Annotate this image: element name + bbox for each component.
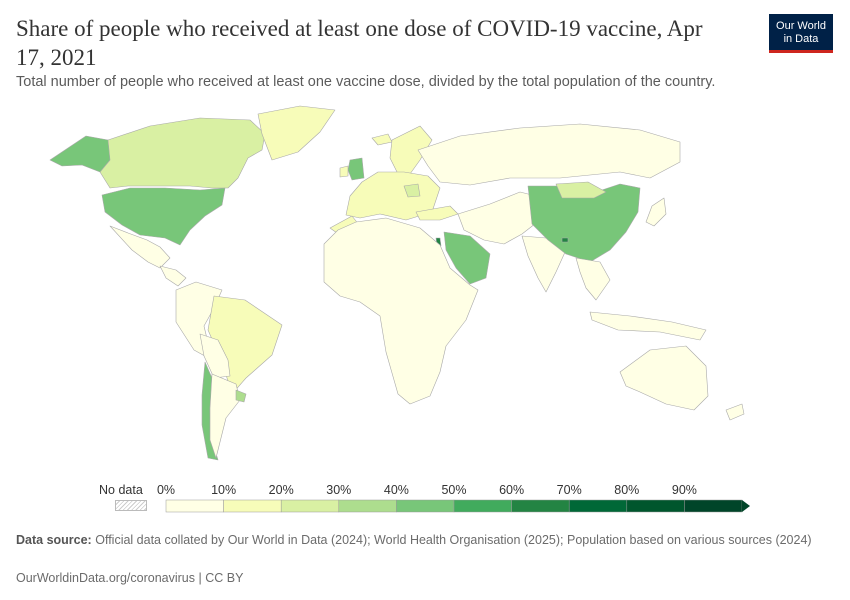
map-region[interactable] [561,237,569,243]
map-region[interactable] [725,403,745,421]
map-region[interactable] [619,345,709,411]
legend-bin[interactable] [280,499,340,513]
legend-tick-label: 20% [269,483,294,497]
map-region[interactable] [339,165,349,178]
map-region[interactable] [555,181,607,199]
chart-title: Share of people who received at least on… [16,16,703,70]
map-region[interactable] [49,135,111,173]
map-region[interactable] [175,281,223,361]
map-region[interactable] [99,117,266,189]
data-source-label: Data source: [16,533,92,547]
data-source-text: Official data collated by Our World in D… [95,533,812,547]
map-region[interactable] [209,373,241,459]
legend-tick-label: 50% [441,483,466,497]
map-region[interactable] [415,205,459,221]
legend-tick-label: 60% [499,483,524,497]
legend-bin[interactable] [626,499,685,513]
legend-tick-label: 70% [557,483,582,497]
data-source: Data source: Official data collated by O… [16,533,816,548]
legend-no-data-label: No data [99,483,143,497]
legend-bin[interactable] [165,499,224,513]
chart-subtitle: Total number of people who received at l… [16,74,716,90]
map-region[interactable] [101,187,226,246]
map-region[interactable] [257,105,336,161]
map-region[interactable] [199,333,231,379]
map-region[interactable] [589,311,707,341]
logo-line-1: Our World [776,20,826,32]
legend-bin[interactable] [396,499,455,513]
map-region[interactable] [109,225,171,269]
map-region[interactable] [323,217,479,405]
world-map [0,100,850,470]
owid-logo[interactable]: Our World in Data [769,14,833,53]
legend-bin[interactable] [338,499,397,513]
legend-tick-label: 0% [157,483,175,497]
legend-tick-label: 10% [211,483,236,497]
legend-bin[interactable] [453,499,512,513]
map-region[interactable] [645,197,667,227]
legend-bin[interactable] [568,499,628,513]
map-region[interactable] [457,191,541,245]
map-region[interactable] [235,389,247,403]
footer-url[interactable]: OurWorldinData.org/coronavirus | CC BY [16,571,244,585]
legend-arrow [742,500,750,512]
map-region[interactable] [575,257,611,301]
map-region[interactable] [403,183,421,198]
legend-tick-label: 90% [672,483,697,497]
legend-bin[interactable] [223,499,282,513]
legend-no-data-swatch [115,500,147,511]
map-region[interactable] [347,157,365,181]
map-region[interactable] [389,125,433,175]
legend-tick-label: 30% [326,483,351,497]
legend-tick-label: 80% [614,483,639,497]
map-region[interactable] [159,265,187,287]
legend-bin[interactable] [684,499,743,513]
map-region[interactable] [417,123,681,186]
map-region[interactable] [443,231,491,285]
legend-tick-label: 40% [384,483,409,497]
logo-line-2: in Data [783,33,819,45]
legend-bin[interactable] [511,499,570,513]
